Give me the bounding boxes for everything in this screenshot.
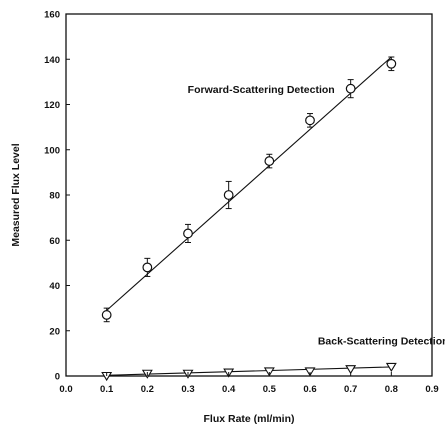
- data-point-triangle: [385, 362, 397, 373]
- data-point-triangle: [345, 365, 357, 375]
- y-tick-label: 120: [44, 100, 60, 111]
- annotation-label: Forward-Scattering Detection: [188, 84, 335, 96]
- y-axis: 0 20 40 60 80 100 120 140 160: [44, 10, 70, 383]
- data-point-circle: [345, 83, 356, 94]
- plot-area: [65, 13, 433, 377]
- x-tick-label: 0.3: [181, 384, 194, 395]
- x-tick-label: 0.6: [303, 384, 316, 395]
- fit-lines: [106, 56, 392, 376]
- data-point-circle: [223, 190, 234, 200]
- x-tick-label: 0.9: [425, 384, 438, 395]
- y-tick-label: 0: [55, 372, 60, 383]
- y-tick-label: 20: [49, 326, 60, 337]
- y-axis-title: Measured Flux Level: [10, 143, 22, 246]
- data-point-circle: [386, 58, 397, 69]
- x-tick-label: 0.0: [59, 384, 72, 395]
- y-tick-label: 100: [44, 145, 60, 156]
- y-tick-label: 60: [49, 236, 60, 247]
- data-point-circle: [142, 262, 153, 273]
- annotations: Forward-Scattering Detection Back-Scatter…: [188, 84, 445, 347]
- data-point-circle: [264, 156, 275, 166]
- error-bars: [103, 56, 395, 323]
- x-tick-label: 0.8: [385, 384, 398, 395]
- data-point-triangle: [263, 367, 275, 377]
- fit-line: [106, 366, 392, 376]
- y-tick-label: 40: [49, 281, 60, 292]
- y-tick-label: 140: [44, 55, 60, 66]
- x-axis: 0.0 0.1 0.2 0.3 0.4 0.5 0.6 0.7 0.8 0.9: [59, 372, 439, 395]
- x-tick-label: 0.7: [344, 384, 357, 395]
- x-tick-label: 0.5: [263, 384, 277, 395]
- data-point-circle: [183, 228, 193, 239]
- data-point-triangle: [304, 367, 316, 377]
- x-axis-title: Flux Rate (ml/min): [203, 413, 294, 425]
- x-tick-label: 0.1: [100, 384, 114, 395]
- data-points: [101, 58, 397, 382]
- y-tick-label: 160: [44, 10, 60, 21]
- fit-line: [106, 56, 392, 311]
- data-point-circle: [305, 115, 315, 126]
- annotation-label: Back-Scattering Detection: [318, 335, 445, 347]
- data-point-circle: [101, 310, 112, 320]
- x-tick-label: 0.4: [222, 384, 236, 395]
- x-tick-label: 0.2: [141, 384, 154, 395]
- y-tick-label: 80: [49, 191, 60, 202]
